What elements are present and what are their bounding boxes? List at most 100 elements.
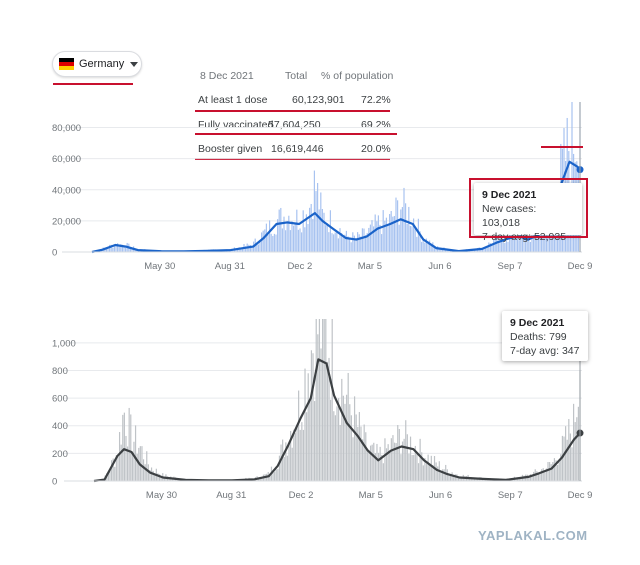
deaths-bar [353,396,356,481]
deaths-bar [529,474,532,481]
cases-bar [405,203,407,252]
cases-bar [278,209,280,252]
deaths-tooltip-avg: 7-day avg: 347 [510,345,580,357]
cases-bar [341,232,343,252]
cases-bar [499,233,501,252]
deaths-bar [376,443,378,481]
deaths-bar [385,448,388,481]
deaths-bar [320,348,322,481]
deaths-bar [341,378,343,481]
deaths-bar [146,451,148,481]
deaths-bar [269,474,271,481]
cases-bar [531,233,533,252]
deaths-y-tick-label: 200 [52,449,68,460]
cases-bar [280,207,282,252]
deaths-bar [122,414,124,481]
deaths-bar [443,469,445,481]
cases-bar [475,249,477,252]
deaths-bar [326,361,329,481]
cases-bar [571,102,573,252]
cases-bar [526,240,528,252]
cases-bar [305,214,307,252]
deaths-bar [360,426,362,481]
cases-bar [395,197,397,252]
deaths-bar [352,437,354,481]
cases-bar [427,243,429,252]
cases-bar [342,235,344,252]
cases-bar [413,218,415,252]
country-selector[interactable]: Germany [52,51,142,77]
deaths-bar [397,425,399,481]
cases-bar [537,236,539,252]
deaths-bar [409,436,412,481]
deaths-bar [355,414,357,481]
cases-bar [369,224,371,252]
deaths-bar [322,319,324,481]
cases-bar [520,228,522,252]
deaths-bar [549,462,551,481]
deaths-bar [331,319,333,481]
cases-bar [112,247,114,252]
deaths-bar [310,350,313,481]
deaths-bar [430,455,432,481]
deaths-avg-line [93,358,581,483]
cases-bar [262,230,264,252]
deaths-bar [259,478,261,481]
cases-bar [411,226,413,252]
deaths-bar [536,471,538,481]
cases-bar [312,219,314,252]
deaths-bar [285,442,287,481]
deaths-bar [307,373,309,481]
deaths-x-tick-label: May 30 [146,490,177,501]
flag-stripe-black [59,58,74,62]
deaths-bar [454,474,456,481]
deaths-bar [283,456,285,481]
cases-bar [286,222,288,252]
cases-bar [425,238,427,252]
cases-bar [357,232,359,252]
deaths-bar [131,452,133,481]
deaths-bar [304,368,306,481]
deaths-bar [429,464,431,481]
cases-bar [523,232,525,252]
cases-x-tick-label: Mar 5 [358,261,382,272]
cases-bar [401,207,403,252]
deaths-bar [125,435,127,481]
cases-bar [264,229,266,252]
deaths-bar [563,436,565,481]
deaths-bar [517,477,519,481]
deaths-bar [347,372,349,481]
deaths-bar [432,464,434,481]
deaths-bar [379,446,381,481]
deaths-bar [120,444,122,481]
deaths-bar [547,461,549,481]
cases-peak-highlight [541,146,583,148]
cases-x-tick-label: Sep 7 [498,261,523,272]
cases-bar [528,236,530,252]
deaths-bar [109,470,111,481]
cases-bar [129,248,131,252]
cases-bar [333,234,335,252]
cases-x-tick-label: Jun 6 [428,261,451,272]
deaths-bar [298,390,300,481]
cases-bar [350,242,352,252]
deaths-bar [294,433,297,481]
deaths-bar [384,438,386,481]
cases-bar [325,225,327,252]
deaths-bar [325,319,327,481]
cases-bar [409,226,411,252]
cases-bar [485,246,487,252]
deaths-bar [128,407,130,481]
cases-bar [277,219,279,252]
deaths-bar [168,477,170,481]
deaths-bar [261,477,263,481]
cases-bar [544,224,546,252]
cases-y-tick-label: 0 [52,248,57,259]
deaths-bar [435,462,437,481]
cases-bar [270,233,272,252]
cases-bar [272,235,274,252]
cases-bar [360,236,362,252]
cases-bar [121,244,123,252]
deaths-bar [560,454,562,481]
deaths-bar [393,442,396,481]
